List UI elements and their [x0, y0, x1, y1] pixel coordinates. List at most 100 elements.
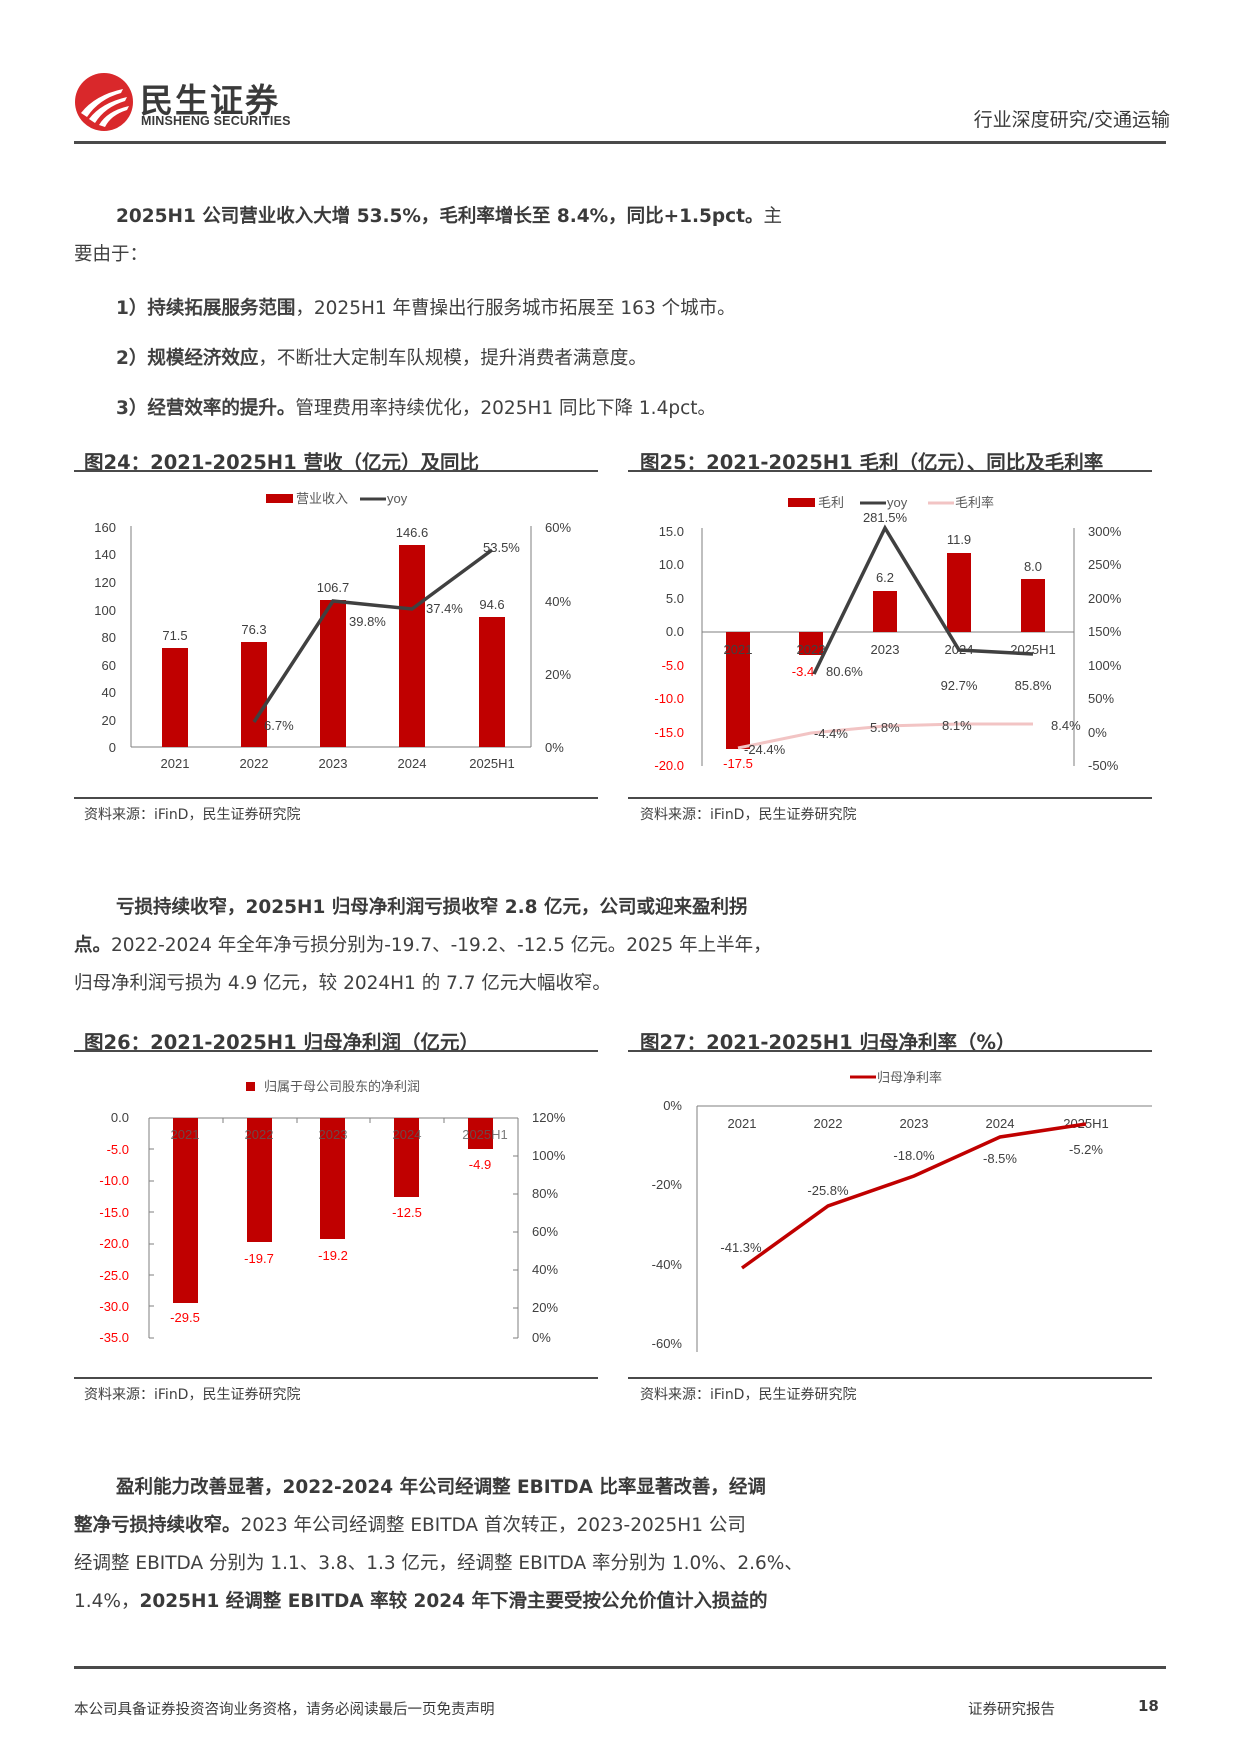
- svg-text:8.1%: 8.1%: [942, 718, 972, 733]
- svg-text:2022: 2022: [814, 1116, 843, 1131]
- fig27-title-rule: [628, 1050, 1152, 1052]
- svg-text:60%: 60%: [532, 1224, 558, 1239]
- svg-text:140: 140: [94, 547, 116, 562]
- svg-text:2024: 2024: [986, 1116, 1015, 1131]
- svg-text:80: 80: [102, 630, 116, 645]
- fig26-source-rule: [74, 1377, 598, 1379]
- svg-text:0%: 0%: [1088, 725, 1107, 740]
- svg-text:53.5%: 53.5%: [483, 540, 520, 555]
- bar-2025H1: [479, 617, 505, 747]
- svg-text:2023: 2023: [319, 756, 348, 771]
- svg-text:-20.0: -20.0: [654, 758, 684, 773]
- svg-text:2022: 2022: [245, 1127, 274, 1142]
- svg-text:11.9: 11.9: [947, 532, 971, 547]
- svg-text:0%: 0%: [663, 1098, 682, 1113]
- svg-text:-29.5: -29.5: [170, 1310, 200, 1325]
- fig27-source: 资料来源：iFinD，民生证券研究院: [640, 1387, 857, 1403]
- svg-text:-12.5: -12.5: [392, 1205, 422, 1220]
- section2-line2: 点。2022-2024 年全年净亏损分别为-19.7、-19.2、-12.5 亿…: [74, 935, 772, 956]
- svg-text:归母净利率: 归母净利率: [877, 1070, 942, 1085]
- svg-text:40: 40: [102, 685, 116, 700]
- footer-disclaimer: 本公司具备证券投资咨询业务资格，请务必阅读最后一页免责声明: [74, 1702, 495, 1718]
- svg-text:-5.0: -5.0: [662, 658, 684, 673]
- svg-text:-41.3%: -41.3%: [720, 1240, 762, 1255]
- svg-text:-20%: -20%: [652, 1177, 683, 1192]
- svg-text:-50%: -50%: [1088, 758, 1119, 773]
- bar-2023: [320, 600, 346, 747]
- header-divider: [74, 141, 1166, 144]
- section3-line3: 经调整 EBITDA 分别为 1.1、3.8、1.3 亿元，经调整 EBITDA…: [74, 1553, 803, 1574]
- fig24-title: 图24：2021-2025H1 营收（亿元）及同比: [84, 451, 479, 474]
- svg-text:-35.0: -35.0: [99, 1330, 129, 1345]
- footer-divider: [74, 1666, 1166, 1669]
- fig26-title-rule: [74, 1050, 598, 1052]
- svg-text:160: 160: [94, 520, 116, 535]
- svg-text:-18.0%: -18.0%: [893, 1148, 935, 1163]
- report-category: 行业深度研究/交通运输: [973, 109, 1170, 131]
- svg-text:2023: 2023: [871, 642, 900, 657]
- svg-text:60%: 60%: [545, 520, 571, 535]
- reason-item-1: 1）持续拓展服务范围，2025H1 年曹操出行服务城市拓展至 163 个城市。: [116, 298, 736, 319]
- svg-text:60: 60: [102, 658, 116, 673]
- fig24-source-rule: [74, 797, 598, 799]
- bar-2021: [162, 648, 188, 747]
- logo-icon: [75, 73, 133, 131]
- svg-text:15.0: 15.0: [659, 524, 684, 539]
- svg-text:76.3: 76.3: [241, 622, 266, 637]
- svg-text:0.0: 0.0: [111, 1110, 129, 1125]
- svg-text:2023: 2023: [900, 1116, 929, 1131]
- fig25-source: 资料来源：iFinD，民生证券研究院: [640, 807, 857, 823]
- svg-text:8.0: 8.0: [1024, 559, 1042, 574]
- svg-text:80%: 80%: [532, 1186, 558, 1201]
- svg-text:毛利: 毛利: [818, 495, 844, 510]
- svg-text:-40%: -40%: [652, 1257, 683, 1272]
- svg-text:6.2: 6.2: [876, 570, 894, 585]
- svg-text:250%: 250%: [1088, 557, 1122, 572]
- fig24-title-rule: [74, 470, 598, 472]
- svg-text:-20.0: -20.0: [99, 1236, 129, 1251]
- svg-text:281.5%: 281.5%: [863, 510, 908, 525]
- svg-text:85.8%: 85.8%: [1015, 678, 1052, 693]
- bar-2024: [399, 545, 425, 747]
- page-number: 18: [1138, 1697, 1159, 1715]
- svg-text:0.0: 0.0: [666, 624, 684, 639]
- svg-text:2021: 2021: [171, 1127, 200, 1142]
- svg-text:10.0: 10.0: [659, 557, 684, 572]
- svg-text:yoy: yoy: [887, 495, 908, 510]
- svg-text:0%: 0%: [532, 1330, 551, 1345]
- svg-text:-60%: -60%: [652, 1336, 683, 1351]
- fig26-source: 资料来源：iFinD，民生证券研究院: [84, 1387, 301, 1403]
- logo-text-cn: 民生证券: [140, 81, 280, 120]
- svg-text:-30.0: -30.0: [99, 1299, 129, 1314]
- svg-text:-19.7: -19.7: [244, 1251, 274, 1266]
- legend-revenue-swatch: [266, 494, 293, 503]
- fig25-chart: 毛利 yoy 毛利率 15.0 10.0 5.0 0.0 -5.0 -10.0 …: [654, 495, 1122, 773]
- svg-text:40%: 40%: [532, 1262, 558, 1277]
- svg-text:120%: 120%: [532, 1110, 566, 1125]
- section3-line4: 1.4%，2025H1 经调整 EBITDA 率较 2024 年下滑主要受按公允…: [74, 1591, 768, 1612]
- section2-line1: 亏损持续收窄，2025H1 归母净利润亏损收窄 2.8 亿元，公司或迎来盈利拐: [116, 897, 748, 918]
- svg-text:106.7: 106.7: [317, 580, 350, 595]
- svg-text:-25.8%: -25.8%: [807, 1183, 849, 1198]
- svg-text:2025H1: 2025H1: [469, 756, 515, 771]
- svg-text:80.6%: 80.6%: [826, 664, 863, 679]
- svg-text:-10.0: -10.0: [654, 691, 684, 706]
- section1-paragraph: 2025H1 公司营业收入大增 53.5%，毛利率增长至 8.4%，同比+1.5…: [116, 206, 782, 227]
- fig25-title-rule: [628, 470, 1152, 472]
- fig26-chart: 归属于母公司股东的净利润 0.0 -5.0 -10.0 -15.0 -20.0 …: [99, 1079, 566, 1345]
- fig27-chart: 归母净利率 0% -20% -40% -60% 2021 2022 2023 2…: [652, 1070, 1152, 1352]
- svg-text:2021: 2021: [161, 756, 190, 771]
- svg-text:-4.9: -4.9: [469, 1157, 491, 1172]
- svg-text:94.6: 94.6: [479, 597, 504, 612]
- svg-text:-24.4%: -24.4%: [744, 742, 786, 757]
- svg-text:100%: 100%: [1088, 658, 1122, 673]
- svg-text:0%: 0%: [545, 740, 564, 755]
- section3-line1: 盈利能力改善显著，2022-2024 年公司经调整 EBITDA 比率显著改善，…: [116, 1477, 766, 1498]
- fig24-source: 资料来源：iFinD，民生证券研究院: [84, 807, 301, 823]
- svg-text:200%: 200%: [1088, 591, 1122, 606]
- svg-text:-25.0: -25.0: [99, 1268, 129, 1283]
- section2-line3: 归母净利润亏损为 4.9 亿元，较 2024H1 的 7.7 亿元大幅收窄。: [74, 973, 611, 994]
- svg-text:-5.2%: -5.2%: [1069, 1142, 1103, 1157]
- svg-text:-4.4%: -4.4%: [814, 726, 848, 741]
- logo-text-en: MINSHENG SECURITIES: [141, 114, 291, 128]
